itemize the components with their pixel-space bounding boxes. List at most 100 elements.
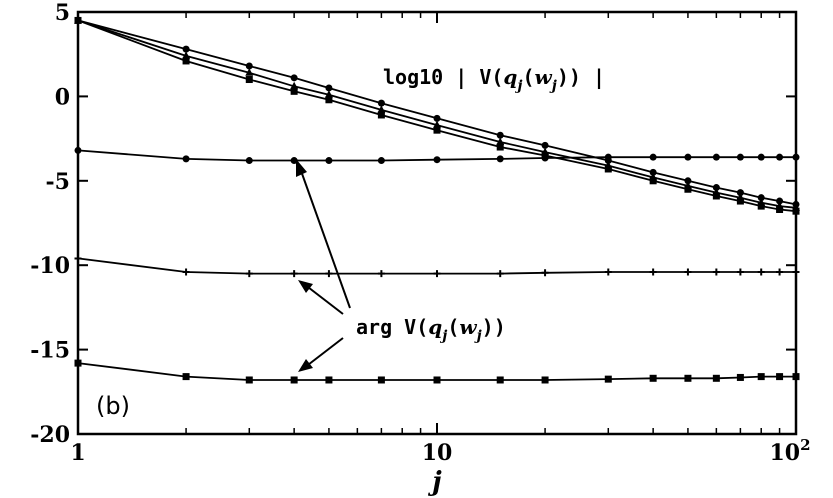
data-point (290, 270, 298, 278)
data-point (377, 376, 385, 384)
data-point (792, 268, 800, 276)
data-point (245, 76, 253, 84)
data-point (74, 16, 82, 24)
data-point (736, 268, 744, 276)
data-point (182, 51, 191, 59)
data-point (712, 374, 720, 382)
ticks: 5 0 -5 -10 -15 -201 10 102 (30, 0, 810, 466)
arrowhead (298, 359, 313, 372)
data-point (649, 374, 657, 382)
data-point (712, 192, 720, 200)
x-tick-label: 102 (769, 436, 810, 466)
data-point (684, 177, 692, 185)
data-point (541, 154, 549, 162)
data-point (377, 157, 385, 165)
y-tick-label: -20 (30, 422, 70, 448)
panel-label: (b) (96, 392, 130, 420)
data-point (604, 165, 612, 173)
series-argument-square (74, 359, 800, 384)
data-point (182, 155, 190, 163)
series-magnitude-circle (74, 16, 800, 208)
data-point (757, 373, 765, 381)
data-point (776, 373, 784, 381)
data-point (712, 184, 720, 192)
data-point (74, 254, 82, 262)
data-point (496, 137, 505, 145)
data-point (182, 45, 190, 53)
data-point (757, 153, 765, 161)
arrow-to-middle-arg-curve (303, 283, 344, 315)
data-point (541, 376, 549, 384)
data-point (377, 105, 386, 113)
data-point (377, 270, 385, 278)
data-point (245, 68, 254, 76)
x-tick-label: 10 (422, 440, 453, 466)
data-point (684, 268, 692, 276)
data-point (245, 270, 253, 278)
x-tick-label: 1 (70, 440, 85, 466)
data-point (757, 268, 765, 276)
data-point (496, 143, 504, 151)
data-point (792, 373, 800, 381)
data-point (496, 155, 504, 163)
data-point (604, 268, 612, 276)
data-point (245, 62, 253, 70)
data-point (496, 270, 504, 278)
x-axis-label: j (427, 467, 442, 497)
data-point (290, 81, 299, 90)
data-point (325, 157, 333, 165)
y-tick-label: -15 (30, 338, 70, 364)
data-point (649, 153, 657, 161)
data-point (712, 268, 720, 276)
data-point (433, 156, 441, 164)
data-point (290, 157, 298, 165)
argument-annotation: arg V(qj(wj)) (356, 315, 506, 344)
series-argument-circle (74, 146, 800, 165)
data-point (776, 153, 784, 161)
data-point (325, 270, 333, 278)
data-point (245, 157, 253, 165)
data-point (290, 376, 298, 384)
magnitude-annotation: log10 | V(qj(wj)) | (383, 65, 605, 94)
arrowhead (296, 159, 307, 177)
data-point (433, 120, 441, 129)
data-point (496, 376, 504, 384)
series-argument-cross (74, 254, 800, 278)
data-point (649, 268, 657, 276)
data-point (541, 141, 549, 149)
data-point (792, 207, 800, 215)
data-point (182, 57, 190, 65)
data-point (684, 153, 692, 161)
annotation-arrows (296, 159, 351, 372)
data-point (712, 153, 720, 161)
data-point (736, 373, 744, 381)
data-point (324, 90, 333, 98)
data-point (433, 126, 441, 134)
data-point (604, 153, 612, 161)
data-point (74, 146, 82, 154)
arrow-to-upper-arg-curve (299, 167, 351, 309)
data-point (649, 177, 657, 185)
data-point (757, 202, 765, 210)
data-point (433, 270, 441, 278)
data-point (736, 153, 744, 161)
data-point (182, 373, 190, 381)
data-point (290, 87, 298, 95)
data-point (736, 197, 744, 205)
data-point (776, 268, 784, 276)
data-point (290, 74, 298, 82)
data-point (325, 376, 333, 384)
data-point (684, 374, 692, 382)
data-point (776, 205, 784, 213)
data-point (649, 168, 657, 176)
data-point (433, 376, 441, 384)
y-tick-label: -10 (30, 253, 70, 279)
data-point (541, 269, 549, 277)
data-point (496, 131, 504, 139)
data-point (757, 194, 765, 202)
data-point (182, 268, 190, 276)
data-point (433, 114, 441, 122)
data-point (325, 84, 333, 92)
data-point (325, 96, 333, 104)
